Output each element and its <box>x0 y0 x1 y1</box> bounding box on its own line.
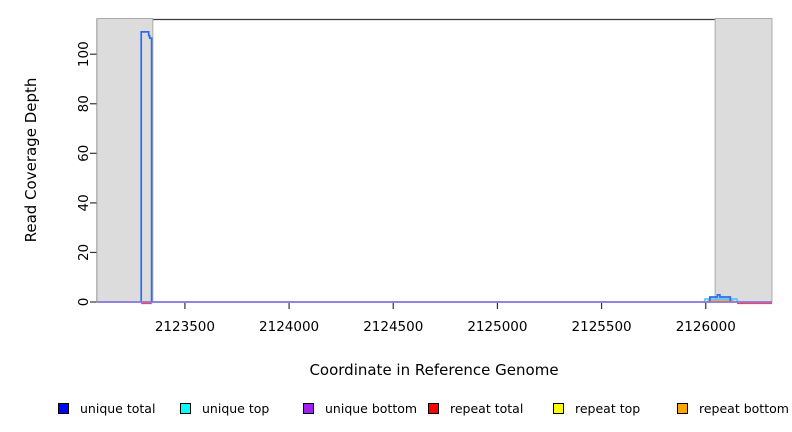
x-tick-label: 2123500 <box>155 319 215 335</box>
y-tick-label: 60 <box>76 145 92 162</box>
y-tick-label: 80 <box>76 95 92 112</box>
legend-swatch-repeat-bottom <box>677 402 688 414</box>
series-unique-total-line <box>709 293 732 302</box>
legend-label: unique bottom <box>325 400 418 416</box>
legend-label: repeat bottom <box>699 400 789 416</box>
x-tick-label: 2124000 <box>259 319 319 335</box>
legend-swatch-unique-bottom <box>303 402 314 414</box>
series-unique-total-line <box>140 31 153 302</box>
legend-item-repeat-bottom: repeat bottom <box>677 399 789 417</box>
legend-label: repeat total <box>450 400 524 416</box>
plot-frame <box>96 18 772 302</box>
legend-swatch-repeat-top <box>553 402 564 414</box>
legend-swatch-unique-top <box>180 402 191 414</box>
y-tick-label: 0 <box>76 298 92 307</box>
y-tick-label: 20 <box>76 244 92 261</box>
legend-swatch-unique-total <box>58 402 69 414</box>
legend-label: unique total <box>80 400 156 416</box>
legend-label: repeat top <box>575 400 641 416</box>
series-unique-top-line <box>704 298 738 302</box>
y-tick-label: 40 <box>76 194 92 211</box>
x-tick-label: 2124500 <box>363 319 423 335</box>
x-tick-label: 2125500 <box>572 319 632 335</box>
legend-swatch-repeat-total <box>428 402 439 414</box>
legend-label: unique top <box>202 400 270 416</box>
legend-item-repeat-total: repeat total <box>428 399 523 417</box>
legend-item-unique-total: unique total <box>58 399 155 417</box>
y-axis-title: Read Coverage Depth <box>22 77 40 243</box>
right-gray-band <box>714 18 773 303</box>
left-gray-band <box>96 18 154 303</box>
legend-item-unique-top: unique top <box>180 399 269 417</box>
x-tick-label: 2126000 <box>676 319 736 335</box>
legend-item-unique-bottom: unique bottom <box>303 399 417 417</box>
legend-item-repeat-top: repeat top <box>553 399 640 417</box>
y-tick-label: 100 <box>76 41 92 67</box>
x-tick-label: 2125000 <box>467 319 527 335</box>
legend: unique total unique top unique bottom repea… <box>0 399 792 419</box>
x-axis-title: Coordinate in Reference Genome <box>309 361 559 379</box>
